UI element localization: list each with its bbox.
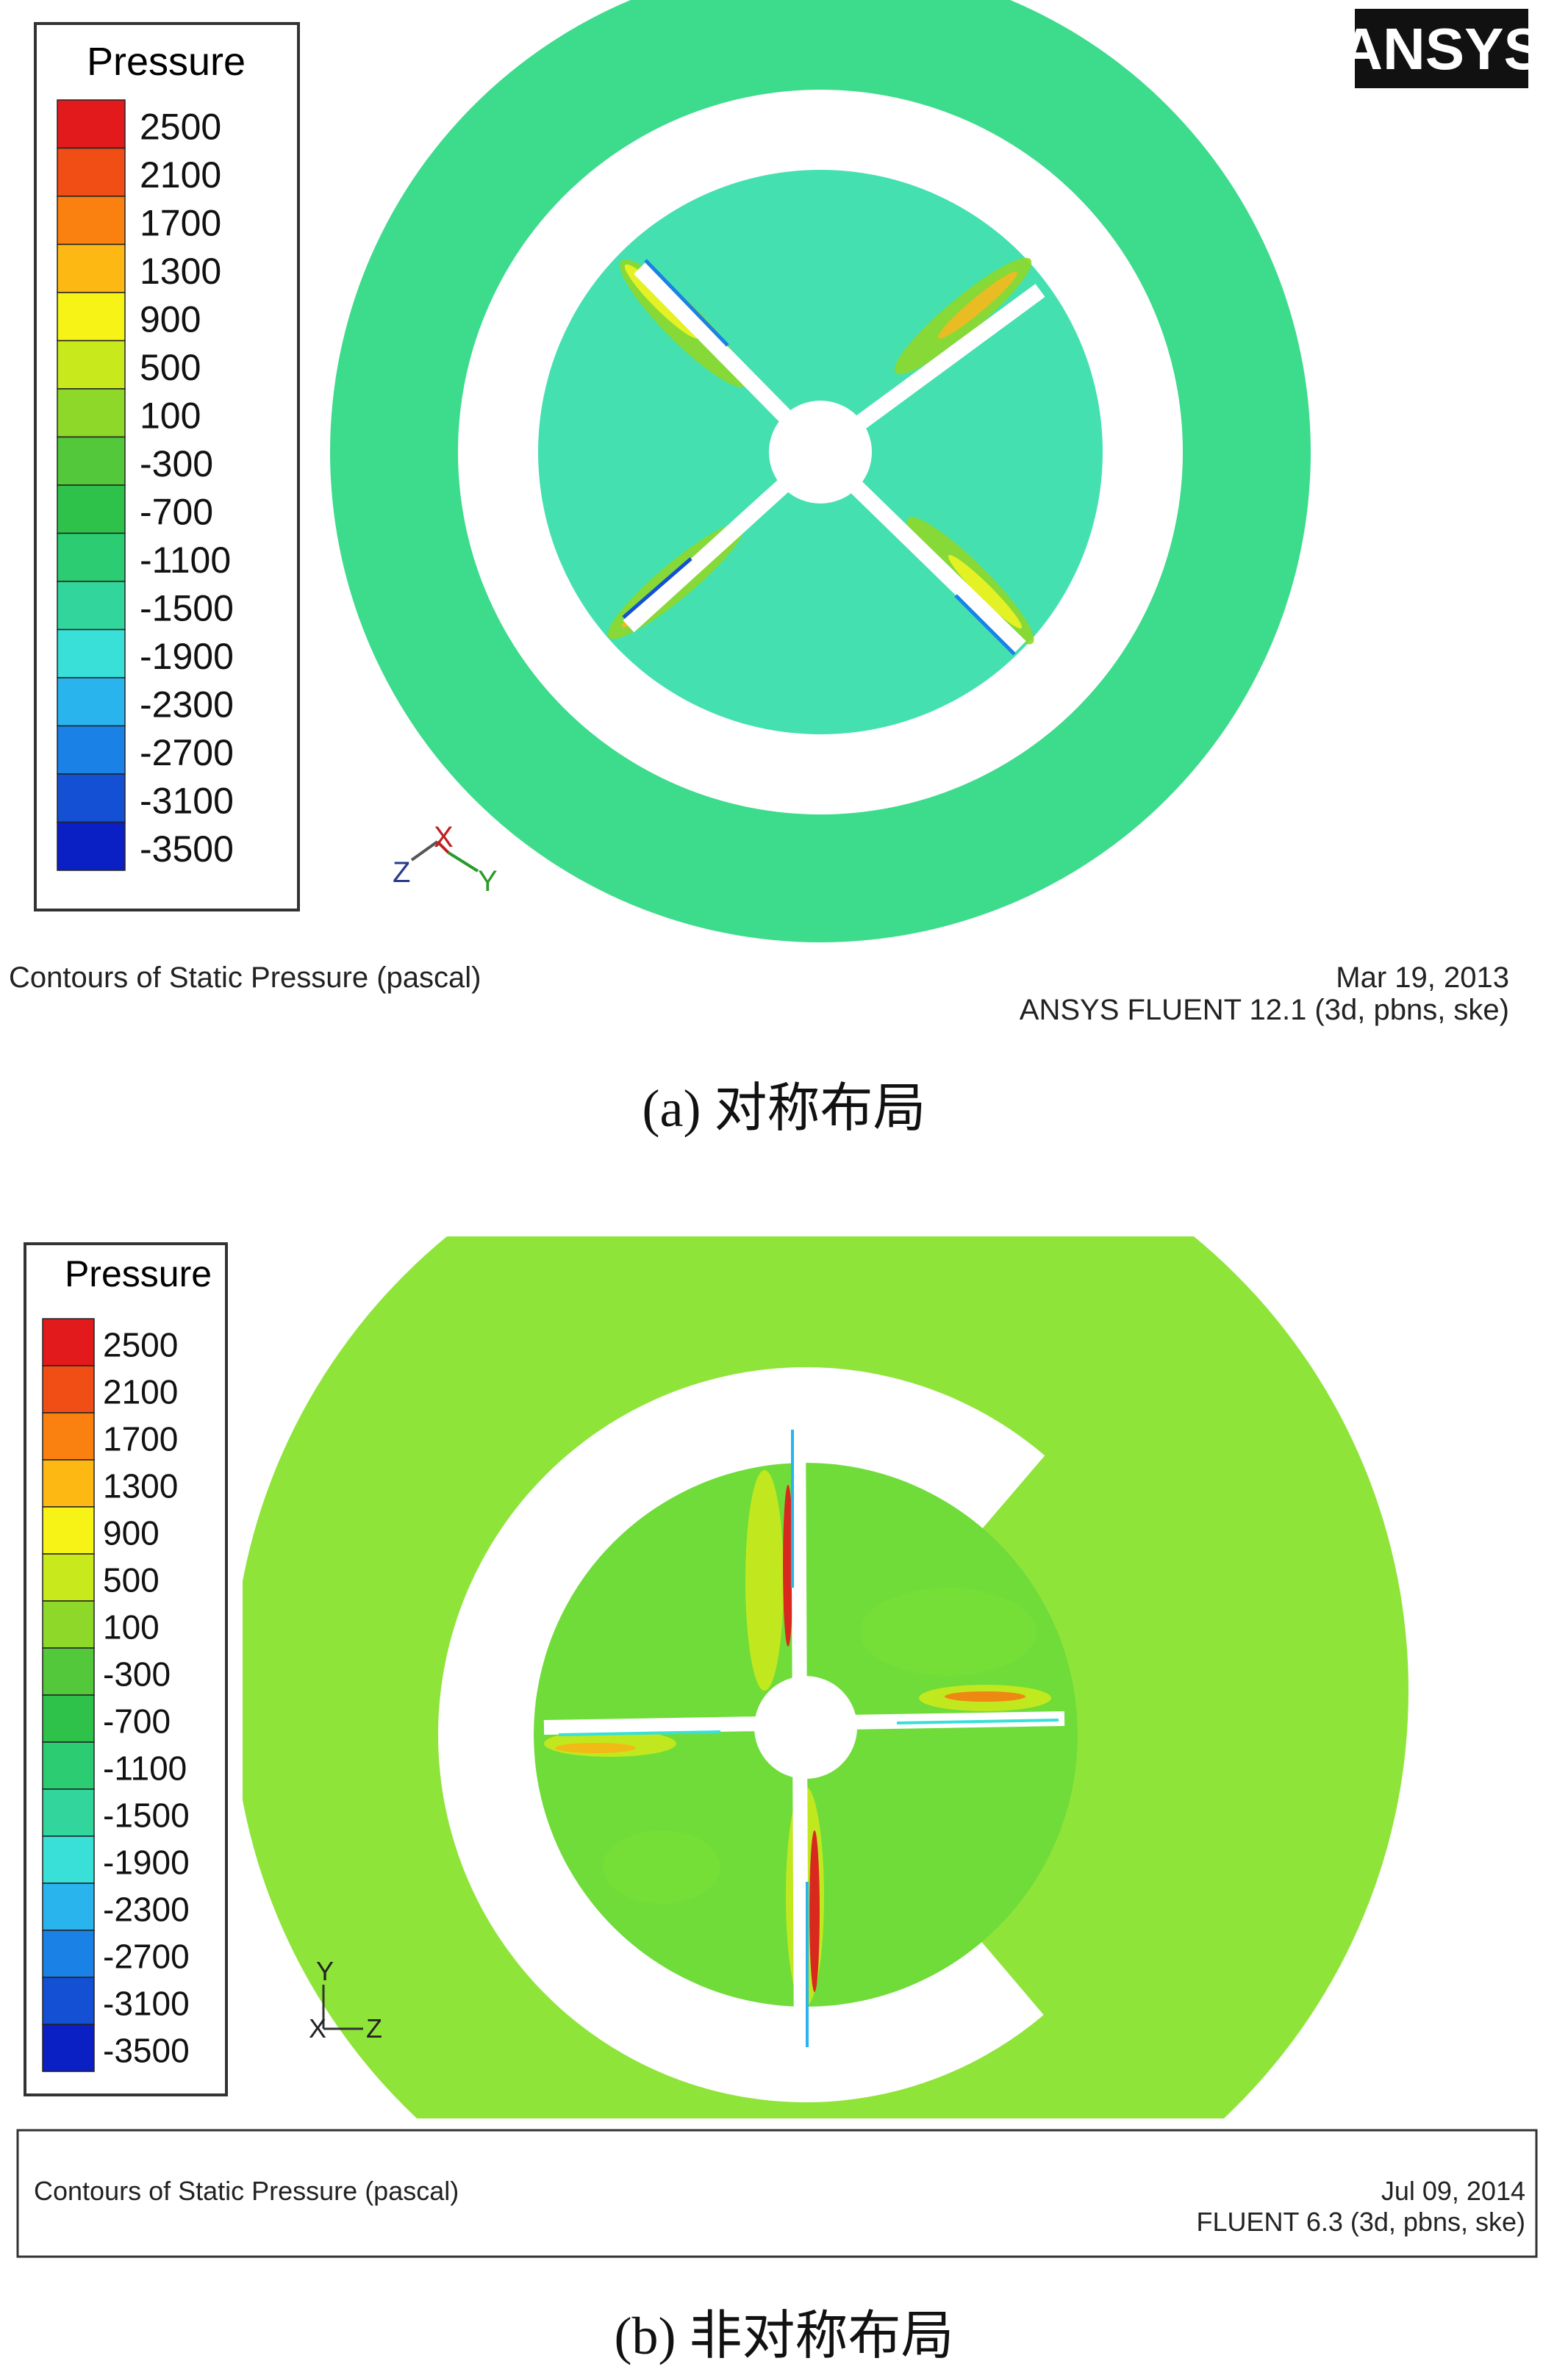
panel-a-contour-plot: Pressure 2500 2100 1700 1300 900 500 100 -300 -7… xyxy=(34,0,1543,942)
legend-title: Pressure xyxy=(87,40,246,84)
legend-label: 2100 xyxy=(103,1372,178,1411)
ansys-logo xyxy=(1355,9,1528,88)
legend-swatch xyxy=(57,628,126,678)
caption-a: (a) 对称布局 xyxy=(642,1079,926,1138)
axis-triad: Z X Y xyxy=(393,821,498,898)
legend-swatch xyxy=(42,1412,95,1461)
axis-z-label: Z xyxy=(393,856,410,889)
legend-swatch xyxy=(57,821,126,871)
legend-label: 1700 xyxy=(103,1419,178,1458)
ansys-logo-text: ANSYS xyxy=(1340,16,1543,82)
legend-swatch xyxy=(42,1741,95,1790)
legend-swatch xyxy=(57,725,126,775)
legend-swatch xyxy=(42,1600,95,1649)
legend-title: Pressure xyxy=(65,1253,212,1294)
hub xyxy=(769,401,872,504)
legend-label: -1500 xyxy=(140,588,234,629)
legend-swatch xyxy=(42,1835,95,1884)
legend-swatch xyxy=(57,388,126,438)
legend-label: -3100 xyxy=(103,1984,190,2022)
hub xyxy=(754,1676,857,1779)
legend-label: 100 xyxy=(103,1608,160,1646)
pressure-contours xyxy=(544,1470,1051,2007)
legend-swatch xyxy=(42,2024,95,2072)
legend-label: 500 xyxy=(103,1561,160,1599)
legend-swatch xyxy=(57,340,126,390)
legend-label: 2100 xyxy=(140,154,221,196)
legend-swatch xyxy=(42,1694,95,1743)
legend-color-scale: 2500 2100 1700 1300 900 500 100 -300 -700 -1100 -1… xyxy=(42,1318,190,2072)
legend-label: 2500 xyxy=(140,107,221,148)
legend-label: 900 xyxy=(140,299,201,340)
footer-left-text: Contours of Static Pressure (pascal) xyxy=(9,961,482,994)
legend-label: 900 xyxy=(103,1514,160,1552)
legend-color-scale: 2500 2100 1700 1300 900 500 100 -300 -700 -1100 -1… xyxy=(57,99,234,871)
legend-swatch xyxy=(57,532,126,582)
legend-label: -3500 xyxy=(140,828,234,870)
legend-label: 100 xyxy=(140,395,201,437)
legend-swatch xyxy=(57,581,126,631)
legend-label: -700 xyxy=(103,1702,171,1740)
legend-label: -2700 xyxy=(103,1937,190,1975)
legend-label: 500 xyxy=(140,347,201,388)
legend-swatch xyxy=(57,292,126,342)
legend-label: -1500 xyxy=(103,1796,190,1834)
legend-swatch xyxy=(57,773,126,823)
legend-swatch xyxy=(57,484,126,534)
legend-swatch xyxy=(42,1459,95,1508)
legend-swatch xyxy=(42,1647,95,1696)
footer-solver: ANSYS FLUENT 12.1 (3d, pbns, ske) xyxy=(1019,994,1509,1026)
footer-date: Mar 19, 2013 xyxy=(1336,961,1509,994)
panel-b-asymmetric: Pressure 2500 2100 1700 1300 900 500 100 -300 -7… xyxy=(0,1220,1568,2279)
legend-swatch xyxy=(57,677,126,727)
legend-label: 1300 xyxy=(103,1466,178,1505)
legend-label: 2500 xyxy=(103,1325,178,1364)
legend-swatch xyxy=(42,1506,95,1555)
legend-label: 1700 xyxy=(140,203,221,244)
footer-left-text: Contours of Static Pressure (pascal) xyxy=(34,2176,459,2206)
footer-solver: FLUENT 6.3 (3d, pbns, ske) xyxy=(1196,2207,1525,2237)
legend-label: -2700 xyxy=(140,732,234,773)
axis-x-label: X xyxy=(309,2013,326,2043)
legend-swatch xyxy=(57,196,126,246)
legend-label: -3500 xyxy=(103,2031,190,2069)
legend-label: -1900 xyxy=(140,636,234,677)
legend-label: 1300 xyxy=(140,251,221,292)
axis-y-label: Y xyxy=(478,865,498,898)
panel-a-symmetric: Pressure 2500 2100 1700 1300 900 500 100 -300 -7… xyxy=(0,0,1568,1058)
legend-label: -300 xyxy=(103,1655,171,1693)
legend-swatch xyxy=(42,1788,95,1837)
legend-swatch xyxy=(42,1365,95,1414)
legend-label: -700 xyxy=(140,492,213,533)
footer-frame xyxy=(16,2129,1538,2258)
legend-label: -3100 xyxy=(140,781,234,822)
legend-label: -1100 xyxy=(140,540,231,581)
axis-z-label: Z xyxy=(366,2013,382,2043)
caption-b: (b) 非对称布局 xyxy=(614,2307,954,2365)
axis-x-label: X xyxy=(434,821,454,853)
legend-swatch xyxy=(42,1930,95,1978)
legend-swatch xyxy=(57,436,126,486)
legend-label: -300 xyxy=(140,443,213,484)
legend-swatch xyxy=(57,243,126,293)
legend-label: -2300 xyxy=(103,1890,190,1928)
legend-swatch xyxy=(57,99,126,149)
legend-label: -2300 xyxy=(140,684,234,726)
legend-swatch xyxy=(42,1553,95,1602)
legend-label: -1900 xyxy=(103,1843,190,1881)
legend-swatch xyxy=(42,1883,95,1931)
legend-swatch xyxy=(42,1318,95,1366)
footer-date: Jul 09, 2014 xyxy=(1381,2176,1525,2206)
legend-label: -1100 xyxy=(103,1749,187,1787)
panel-b-contour-plot: Pressure 2500 2100 1700 1300 900 500 100 -300 -7… xyxy=(16,1236,1538,2258)
legend-swatch xyxy=(42,1977,95,2025)
legend-swatch xyxy=(57,147,126,197)
axis-triad: Y X Z xyxy=(309,1956,382,2043)
axis-y-label: Y xyxy=(316,1956,334,1986)
